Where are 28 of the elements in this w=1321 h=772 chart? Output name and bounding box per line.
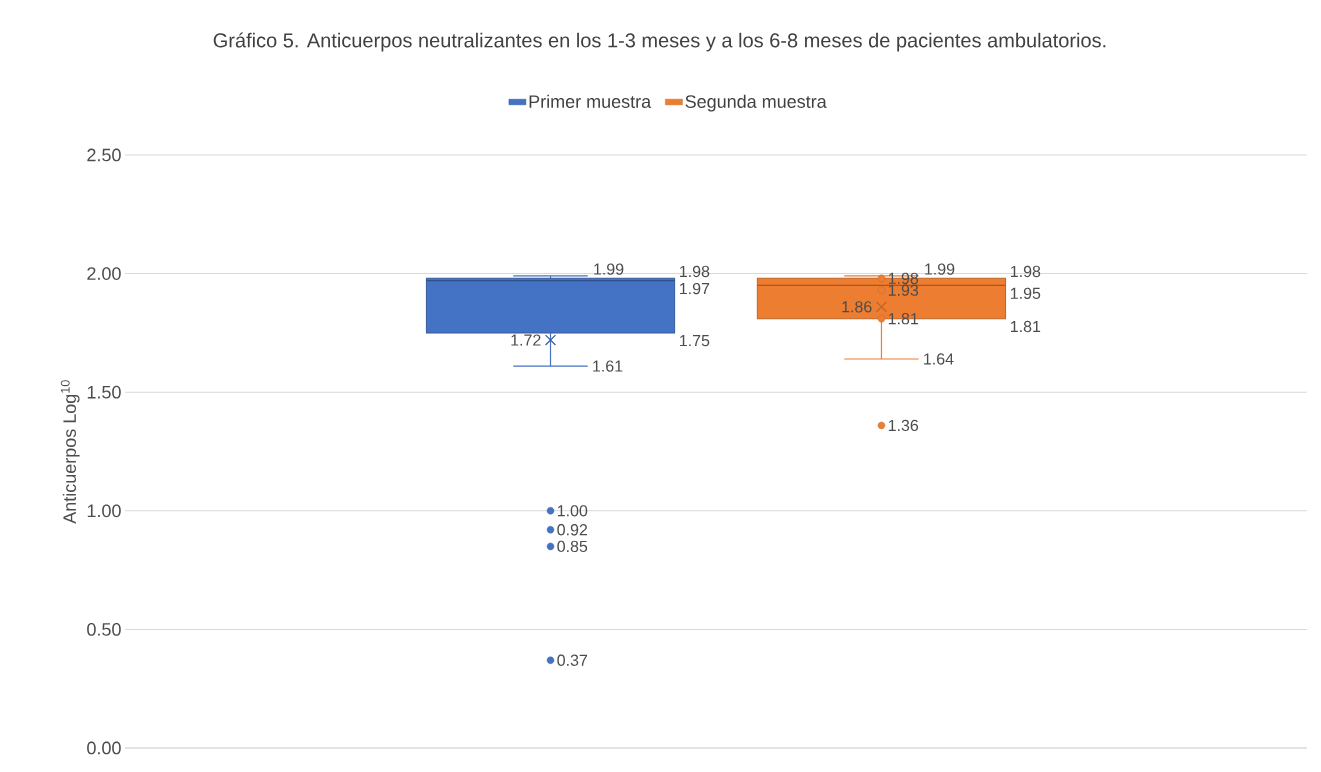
chart-title: Gráfico 5. Anticuerpos neutralizantes en los 1-3 meses y a los 6-8 meses de pacientes ambulatorios. (213, 32, 1106, 52)
annotation: 1.81 (1010, 320, 1041, 333)
y-tick-label: 1.50 (87, 385, 121, 399)
annotation: 1.97 (680, 282, 710, 295)
annotation: 1.61 (593, 360, 623, 372)
y-axis-title: Anticuerpos Log$^{10}$ (60, 380, 80, 524)
annotation: 1.93 (888, 284, 919, 296)
y-tick-label: 2.50 (87, 148, 121, 162)
y-tick-label: 2.00 (87, 267, 121, 280)
y-tick-label: 0.50 (87, 623, 121, 636)
annotation: 1.98 (680, 265, 710, 278)
annotation: 1.95 (1010, 287, 1041, 299)
annotation: 1.86 (842, 301, 872, 313)
annotation: 1.98 (1010, 265, 1041, 278)
annotation: 1.72 (511, 334, 541, 346)
annotation: 1.36 (888, 419, 919, 432)
legend-label: Primer muestra (529, 94, 652, 108)
annotation: 1.75 (680, 335, 710, 347)
annotation: 1.99 (925, 263, 955, 275)
annotation: 1.00 (557, 505, 588, 517)
annotation: 1.99 (594, 263, 624, 275)
legend-label: Segunda muestra (685, 94, 827, 112)
y-tick-label: 0.00 (87, 741, 121, 755)
annotation: 1.64 (924, 353, 954, 365)
annotation: 0.37 (557, 654, 588, 666)
annotation: 0.92 (557, 524, 588, 536)
annotation: 0.85 (557, 540, 588, 553)
y-tick-label: 1.00 (87, 504, 121, 518)
